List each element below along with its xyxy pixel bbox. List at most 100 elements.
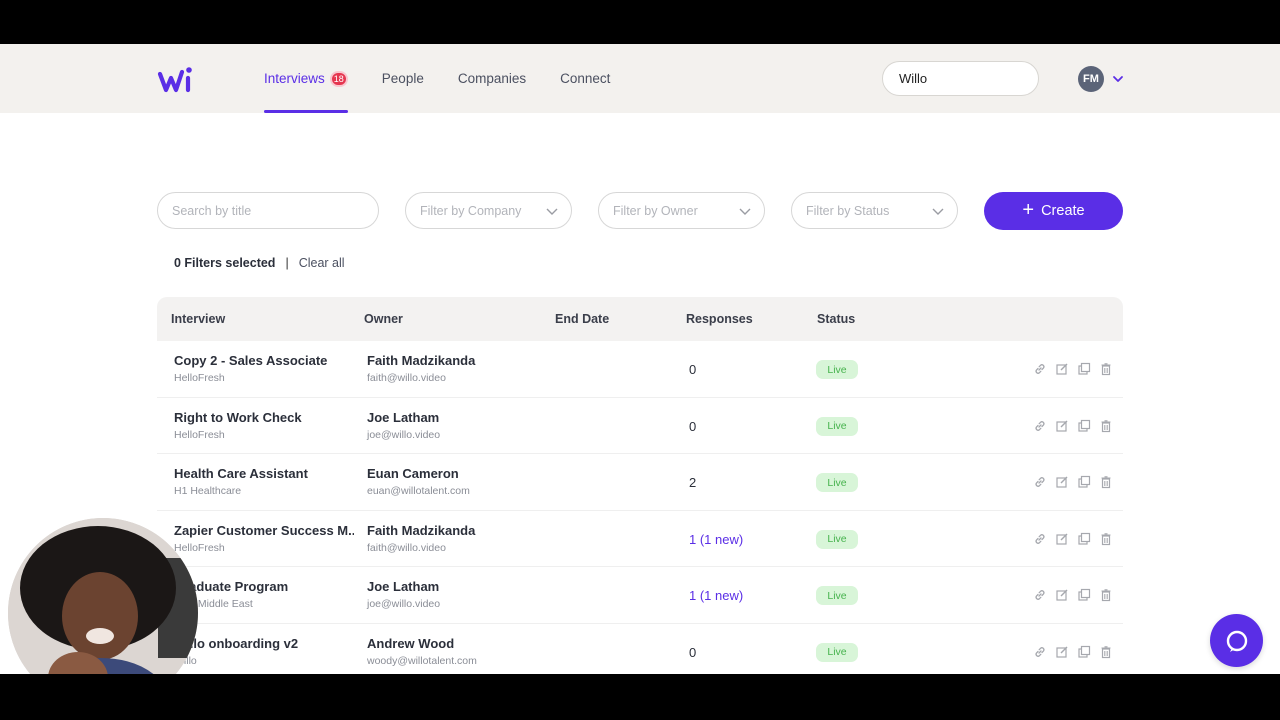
trash-icon[interactable] <box>1099 588 1113 602</box>
edit-icon[interactable] <box>1055 362 1069 376</box>
owner-name: Joe Latham <box>367 409 440 425</box>
nav-interviews-label: Interviews <box>264 71 325 86</box>
link-icon[interactable] <box>1033 645 1047 659</box>
owner-name: Faith Madzikanda <box>367 522 476 538</box>
interview-title[interactable]: Health Care Assistant <box>174 466 308 482</box>
create-button-label: Create <box>1041 203 1085 219</box>
interview-company: H1 Healthcare <box>174 485 242 498</box>
trash-icon[interactable] <box>1099 645 1113 659</box>
copy-icon[interactable] <box>1077 532 1091 546</box>
nav-connect-label: Connect <box>560 71 611 86</box>
nav-connect[interactable]: Connect <box>560 44 610 113</box>
copy-icon[interactable] <box>1077 475 1091 489</box>
responses-count[interactable]: 1 (1 new) <box>689 588 744 604</box>
owner-email: joe@willo.video <box>367 598 441 611</box>
workspace-selector[interactable]: Willo <box>882 61 1039 96</box>
owner-email: faith@willo.video <box>367 372 446 384</box>
header-status[interactable]: Status <box>817 312 856 326</box>
trash-icon[interactable] <box>1099 419 1113 433</box>
table-row[interactable]: Zapier Customer Success M... HelloFresh … <box>157 510 1123 568</box>
app-screen: Interviews 18 People Companies Connect W… <box>0 44 1280 674</box>
main-nav: Interviews 18 People Companies Connect <box>264 44 644 113</box>
table-header: Interview Owner End Date Responses Statu… <box>157 297 1123 341</box>
copy-icon[interactable] <box>1077 419 1091 433</box>
row-actions <box>1033 645 1113 659</box>
row-actions <box>1033 588 1113 602</box>
edit-icon[interactable] <box>1055 588 1069 602</box>
trash-icon[interactable] <box>1099 532 1113 546</box>
create-button[interactable]: + Create <box>984 192 1123 230</box>
webcam-overlay <box>8 518 198 674</box>
copy-icon[interactable] <box>1077 645 1091 659</box>
header-responses[interactable]: Responses <box>686 312 753 326</box>
chevron-down-icon <box>739 208 751 215</box>
header-end-date[interactable]: End Date <box>555 312 610 326</box>
clear-all-link[interactable]: Clear all <box>298 256 345 270</box>
trash-icon[interactable] <box>1099 362 1113 376</box>
interview-title[interactable]: Graduate Program <box>174 579 289 595</box>
chevron-down-icon <box>932 208 944 215</box>
owner-filter-placeholder: Filter by Owner <box>613 203 698 218</box>
avatar-initials: FM <box>1083 73 1099 85</box>
filters-separator: | <box>285 256 289 270</box>
status-badge: Live <box>816 416 858 436</box>
owner-name: Faith Madzikanda <box>367 353 476 368</box>
responses-count[interactable]: 1 (1 new) <box>689 531 744 547</box>
nav-interviews[interactable]: Interviews 18 <box>264 44 348 113</box>
owner-filter-dropdown[interactable]: Filter by Owner <box>598 192 765 229</box>
presenter-video <box>8 518 198 674</box>
edit-icon[interactable] <box>1055 419 1069 433</box>
responses-count[interactable]: 2 <box>689 475 697 491</box>
nav-people[interactable]: People <box>382 44 424 113</box>
interview-company: HelloFresh <box>174 372 225 384</box>
table-row[interactable]: Willo onboarding v2 Willo Andrew Wood wo… <box>157 623 1123 674</box>
edit-icon[interactable] <box>1055 645 1069 659</box>
owner-email: faith@willo.video <box>367 541 446 554</box>
status-badge: Live <box>816 360 858 379</box>
help-chat-icon <box>1226 630 1247 652</box>
table-row[interactable]: Copy 2 - Sales Associate HelloFresh Fait… <box>157 341 1123 398</box>
copy-icon[interactable] <box>1077 362 1091 376</box>
table-row[interactable]: Health Care Assistant H1 Healthcare Euan… <box>157 454 1123 511</box>
avatar[interactable]: FM <box>1078 66 1104 92</box>
link-icon[interactable] <box>1033 475 1047 489</box>
interview-company: HelloFresh <box>174 541 225 554</box>
willo-logo[interactable] <box>157 64 195 96</box>
header-owner[interactable]: Owner <box>364 312 403 326</box>
top-navigation-bar: Interviews 18 People Companies Connect W… <box>0 44 1280 113</box>
status-badge: Live <box>816 642 858 662</box>
table-row[interactable]: Right to Work Check HelloFresh Joe Latha… <box>157 397 1123 455</box>
status-filter-dropdown[interactable]: Filter by Status <box>791 192 958 229</box>
nav-companies[interactable]: Companies <box>458 44 526 113</box>
responses-count[interactable]: 0 <box>689 644 697 660</box>
status-badge: Live <box>816 473 858 493</box>
link-icon[interactable] <box>1033 362 1047 376</box>
filters-summary: 0 Filters selected | Clear all <box>174 256 345 270</box>
interview-title[interactable]: Zapier Customer Success M... <box>174 522 354 538</box>
interview-title[interactable]: Right to Work Check <box>174 409 302 425</box>
status-badge: Live <box>816 586 858 606</box>
company-filter-dropdown[interactable]: Filter by Company <box>405 192 572 229</box>
copy-icon[interactable] <box>1077 588 1091 602</box>
interview-title[interactable]: Copy 2 - Sales Associate <box>174 353 328 368</box>
help-chat-button[interactable] <box>1210 614 1263 667</box>
responses-count[interactable]: 0 <box>689 418 697 434</box>
table-body: Copy 2 - Sales Associate HelloFresh Fait… <box>157 341 1123 674</box>
edit-icon[interactable] <box>1055 475 1069 489</box>
link-icon[interactable] <box>1033 588 1047 602</box>
search-input[interactable]: Search by title <box>157 192 379 229</box>
search-placeholder: Search by title <box>172 203 252 218</box>
nav-companies-label: Companies <box>457 71 527 86</box>
link-icon[interactable] <box>1033 532 1047 546</box>
filters-selected-count: 0 Filters selected <box>174 256 276 270</box>
table-row[interactable]: Graduate Program H1C Middle East Joe Lat… <box>157 567 1123 624</box>
responses-count[interactable]: 0 <box>689 362 697 377</box>
trash-icon[interactable] <box>1099 475 1113 489</box>
row-actions <box>1033 475 1113 489</box>
chevron-down-icon[interactable] <box>1111 72 1125 86</box>
row-actions <box>1033 362 1113 376</box>
header-interview[interactable]: Interview <box>171 312 226 326</box>
edit-icon[interactable] <box>1055 532 1069 546</box>
interview-title[interactable]: Willo onboarding v2 <box>174 635 299 651</box>
link-icon[interactable] <box>1033 419 1047 433</box>
